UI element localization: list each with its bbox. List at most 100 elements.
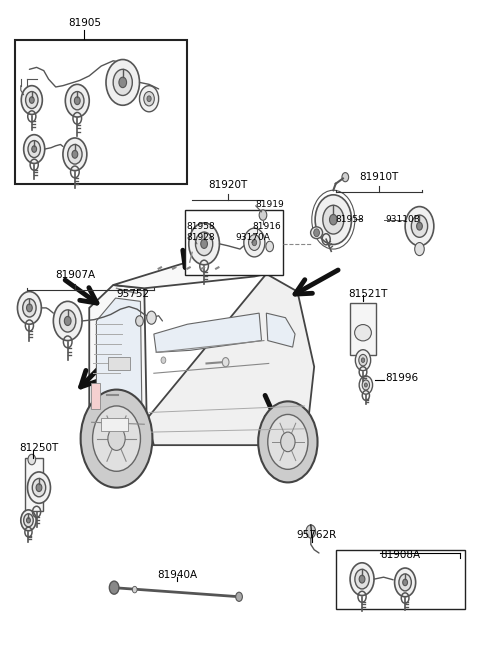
Circle shape — [161, 357, 166, 364]
Bar — [185, 210, 283, 275]
Circle shape — [395, 568, 416, 597]
Circle shape — [21, 510, 36, 531]
Circle shape — [362, 380, 370, 390]
Text: 93110B: 93110B — [385, 214, 420, 223]
Circle shape — [249, 234, 260, 250]
Circle shape — [24, 135, 45, 164]
Circle shape — [355, 569, 369, 589]
Circle shape — [222, 358, 229, 367]
Circle shape — [306, 525, 316, 538]
Text: 81919: 81919 — [256, 200, 285, 209]
Bar — [101, 418, 128, 431]
Circle shape — [23, 299, 36, 317]
Circle shape — [60, 310, 76, 332]
Text: 81996: 81996 — [385, 373, 418, 383]
Bar — [108, 357, 130, 370]
Circle shape — [63, 138, 87, 171]
Circle shape — [252, 239, 257, 246]
Circle shape — [417, 222, 422, 230]
Circle shape — [71, 92, 84, 110]
Circle shape — [65, 84, 89, 117]
Text: 81905: 81905 — [68, 18, 101, 28]
Polygon shape — [91, 383, 100, 409]
Circle shape — [29, 97, 34, 103]
Circle shape — [113, 69, 132, 96]
Circle shape — [323, 205, 344, 234]
Circle shape — [27, 472, 50, 503]
Circle shape — [140, 86, 158, 112]
Circle shape — [201, 239, 207, 248]
Text: 81250T: 81250T — [19, 443, 58, 453]
Polygon shape — [89, 419, 149, 439]
Ellipse shape — [355, 325, 372, 341]
Circle shape — [189, 223, 219, 265]
Circle shape — [106, 60, 140, 105]
Circle shape — [32, 479, 46, 496]
Text: 81916: 81916 — [252, 221, 281, 231]
Circle shape — [314, 229, 320, 236]
Circle shape — [24, 514, 33, 527]
Circle shape — [244, 228, 265, 257]
Circle shape — [329, 214, 337, 225]
Circle shape — [342, 173, 348, 181]
Circle shape — [109, 581, 119, 594]
Bar — [350, 303, 376, 355]
Text: 81907A: 81907A — [55, 271, 95, 280]
Circle shape — [26, 517, 30, 523]
Bar — [24, 458, 43, 510]
Circle shape — [53, 301, 82, 341]
Circle shape — [403, 579, 408, 586]
Circle shape — [144, 92, 155, 106]
Circle shape — [21, 86, 42, 115]
Circle shape — [64, 316, 71, 326]
Circle shape — [315, 195, 351, 244]
Text: 81910T: 81910T — [359, 172, 398, 182]
Circle shape — [132, 586, 137, 593]
Circle shape — [119, 77, 127, 88]
Circle shape — [28, 455, 36, 465]
Circle shape — [136, 316, 144, 326]
Circle shape — [93, 406, 141, 472]
Circle shape — [361, 358, 365, 362]
Polygon shape — [154, 313, 262, 352]
Circle shape — [350, 563, 374, 595]
Circle shape — [25, 92, 38, 109]
Circle shape — [36, 483, 42, 491]
Circle shape — [359, 376, 372, 394]
Polygon shape — [113, 262, 266, 288]
Text: 81958: 81958 — [336, 214, 364, 223]
Text: 95762R: 95762R — [297, 531, 337, 540]
Text: 81521T: 81521T — [348, 288, 388, 299]
Circle shape — [26, 304, 32, 312]
Text: 81908A: 81908A — [380, 550, 420, 560]
Circle shape — [364, 383, 367, 387]
Circle shape — [411, 215, 428, 237]
Text: 81928: 81928 — [186, 233, 215, 242]
Polygon shape — [96, 298, 142, 421]
Circle shape — [81, 390, 153, 487]
Circle shape — [399, 574, 411, 591]
Circle shape — [258, 402, 318, 482]
Circle shape — [359, 575, 365, 583]
Text: 95752: 95752 — [117, 288, 150, 299]
Circle shape — [405, 206, 434, 246]
Circle shape — [359, 354, 367, 366]
Polygon shape — [147, 274, 314, 445]
Circle shape — [17, 291, 41, 324]
Circle shape — [236, 592, 242, 601]
Circle shape — [147, 96, 151, 102]
Text: 93170A: 93170A — [235, 233, 270, 242]
Text: 81940A: 81940A — [157, 570, 197, 580]
Text: 81920T: 81920T — [208, 180, 248, 190]
Circle shape — [32, 146, 36, 153]
Circle shape — [74, 97, 80, 105]
Circle shape — [355, 350, 371, 371]
Circle shape — [28, 141, 40, 158]
Circle shape — [259, 210, 267, 220]
Circle shape — [266, 241, 274, 252]
Circle shape — [72, 151, 78, 159]
Circle shape — [415, 242, 424, 255]
Bar — [336, 550, 465, 608]
Circle shape — [195, 232, 213, 255]
Circle shape — [268, 415, 308, 470]
